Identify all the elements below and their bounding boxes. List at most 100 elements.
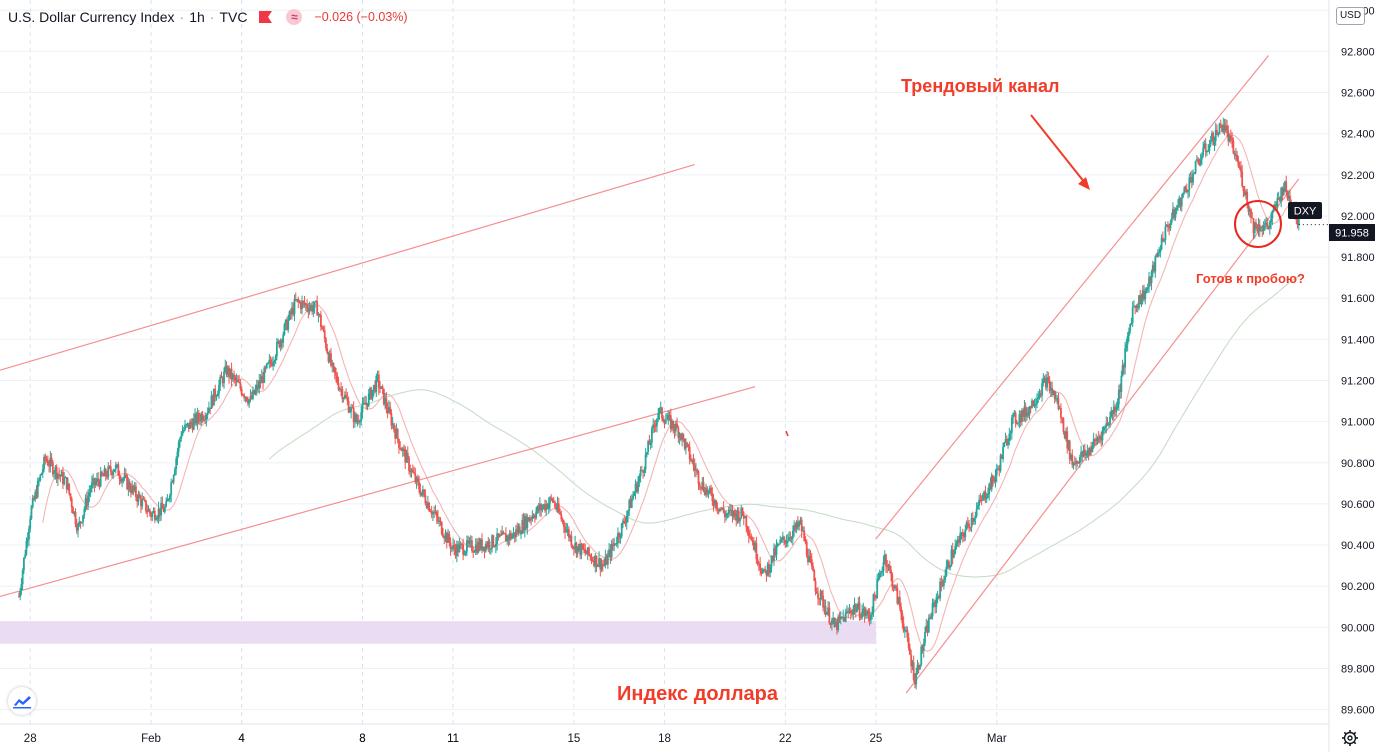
candle-body: [1078, 457, 1081, 464]
candle: [842, 609, 845, 622]
candle-body: [23, 557, 25, 571]
candle: [760, 567, 763, 577]
source-label: TVC: [219, 9, 248, 25]
candle-body: [53, 472, 56, 475]
currency-button[interactable]: USD: [1336, 7, 1365, 25]
candle-body: [535, 511, 538, 518]
candle: [472, 546, 475, 558]
candle-body: [513, 532, 516, 537]
price-axis[interactable]: 93.00092.80092.60092.40092.20092.00091.8…: [1341, 5, 1375, 716]
candle: [1127, 327, 1130, 342]
candle-body: [857, 602, 860, 609]
candle: [794, 522, 797, 533]
candle-body: [810, 559, 813, 566]
candle: [799, 516, 802, 525]
candle-body: [919, 665, 921, 670]
candle-body: [525, 516, 527, 529]
candle-body: [467, 540, 470, 544]
candle: [560, 510, 563, 522]
candle: [617, 527, 619, 549]
tradingview-logo-icon[interactable]: [8, 687, 36, 715]
candle: [608, 543, 611, 558]
candle-body: [1012, 414, 1015, 418]
candle-body: [1096, 437, 1099, 442]
candle-body: [853, 604, 856, 609]
candle-body: [355, 414, 358, 423]
candle-body: [1088, 448, 1091, 456]
candle: [890, 565, 892, 582]
candle-body: [688, 446, 691, 460]
candle-body: [1021, 410, 1023, 422]
candle-body: [585, 552, 588, 555]
candle: [729, 503, 731, 517]
candle: [1083, 443, 1086, 459]
candle: [1174, 207, 1177, 221]
candle: [648, 434, 651, 446]
candle: [478, 537, 481, 552]
candle: [581, 543, 584, 550]
candle-body: [190, 421, 193, 424]
candle-body: [1086, 450, 1089, 453]
candle: [1081, 450, 1084, 462]
candle-body: [443, 536, 446, 539]
wave-icon[interactable]: ≈: [286, 9, 303, 25]
candle-body: [1138, 295, 1140, 309]
candle-body: [326, 348, 329, 354]
candle: [166, 493, 169, 502]
candle: [609, 544, 612, 564]
candle: [127, 477, 130, 497]
candle: [309, 303, 312, 311]
candle-body: [338, 388, 341, 390]
candle-body: [609, 549, 612, 558]
candle-body: [165, 501, 168, 507]
candle: [1106, 417, 1109, 427]
candle-body: [1124, 348, 1127, 368]
last-price-tag[interactable]: 91.958: [1329, 224, 1375, 241]
candle: [330, 348, 332, 368]
symbol-name[interactable]: U.S. Dollar Currency Index: [8, 9, 175, 25]
settings-gear-icon[interactable]: [1341, 729, 1359, 747]
candle-body: [1194, 160, 1197, 174]
candle-body: [731, 509, 734, 517]
candle: [415, 476, 418, 489]
candle: [1010, 414, 1013, 440]
candle-body: [1188, 177, 1191, 191]
candle: [1236, 150, 1239, 163]
candle: [243, 393, 246, 402]
candle: [895, 584, 897, 592]
candle: [656, 418, 658, 433]
candle: [281, 338, 283, 350]
candle-body: [1122, 365, 1125, 368]
candle-body: [1063, 431, 1066, 439]
symbol-tag[interactable]: DXY: [1288, 202, 1322, 219]
candle: [989, 477, 992, 491]
candle: [190, 418, 193, 428]
candle: [1003, 442, 1006, 448]
candle-body: [1107, 424, 1110, 426]
candle-body: [356, 420, 359, 423]
candle-body: [406, 452, 409, 458]
interval-label[interactable]: 1h: [189, 9, 205, 25]
candle: [551, 497, 554, 503]
candle-body: [219, 376, 222, 385]
candle: [171, 479, 174, 484]
candle: [818, 598, 821, 606]
flag-icon[interactable]: [259, 11, 273, 23]
candle-body: [1179, 197, 1182, 207]
candle-body: [830, 620, 833, 625]
candle: [132, 484, 135, 496]
candle-body: [214, 388, 217, 398]
candle-body: [822, 595, 824, 608]
candle: [679, 433, 682, 442]
candle-body: [1251, 217, 1254, 219]
candle-body: [284, 319, 287, 325]
candle: [457, 541, 460, 557]
candle: [589, 553, 592, 561]
candle-body: [892, 587, 895, 589]
candle: [479, 538, 482, 552]
candle: [924, 626, 926, 647]
candle: [978, 494, 981, 510]
candle: [128, 479, 131, 493]
